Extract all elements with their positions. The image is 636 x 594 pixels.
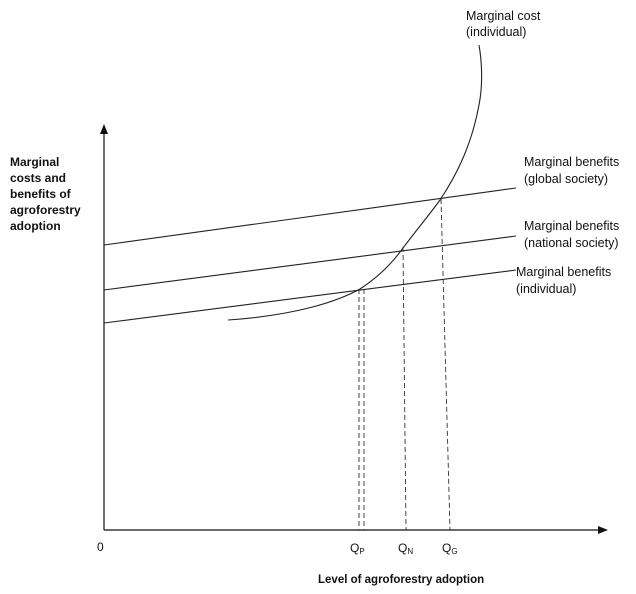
y-axis-label-line: agroforestry [10, 203, 81, 217]
marginal-cost-label-line: (individual) [466, 25, 526, 39]
mb-global-label-line: (global society) [524, 172, 608, 186]
qp-label-sub: P [359, 547, 364, 556]
y-axis-label-line: costs and [10, 171, 66, 185]
marginal-benefits-national-line [103, 235, 517, 291]
mb-national-label-line: Marginal benefits [524, 219, 619, 233]
marginal-benefits-global-line [103, 187, 517, 246]
origin-label: 0 [97, 540, 104, 554]
y-axis-label-line: Marginal [10, 155, 59, 169]
y-axis-label-line: benefits of [10, 187, 72, 201]
qn-label-main: Q [398, 541, 407, 555]
mb-national-label-line: (national society) [524, 236, 619, 250]
qn-label: QN [398, 541, 413, 556]
dropline-qg [440, 198, 451, 531]
marginal-benefits-individual-line [103, 269, 517, 324]
mb-global-label: Marginal benefits (global society) [524, 155, 623, 186]
marginal-cost-curve [227, 44, 483, 321]
mb-individual-label-line: Marginal benefits [516, 265, 611, 279]
dropline-qn [402, 246, 407, 531]
qp-label-main: Q [350, 541, 359, 555]
qg-label-main: Q [442, 541, 451, 555]
mb-global-label-line: Marginal benefits [524, 155, 619, 169]
qg-label-sub: G [451, 547, 457, 556]
y-axis-label: Marginal costs and benefits of agrofores… [10, 155, 84, 233]
qn-label-sub: N [407, 547, 413, 556]
x-axis-label: Level of agroforestry adoption [318, 574, 484, 586]
y-axis-label-line: adoption [10, 219, 61, 233]
mb-individual-label: Marginal benefits (individual) [516, 265, 615, 296]
qp-label: QP [350, 541, 365, 556]
qg-label: QG [442, 541, 458, 556]
mb-individual-label-line: (individual) [516, 282, 576, 296]
mb-national-label: Marginal benefits (national society) [524, 219, 623, 250]
marginal-cost-label-line: Marginal cost [466, 9, 541, 23]
marginal-cost-label: Marginal cost (individual) [466, 9, 544, 39]
